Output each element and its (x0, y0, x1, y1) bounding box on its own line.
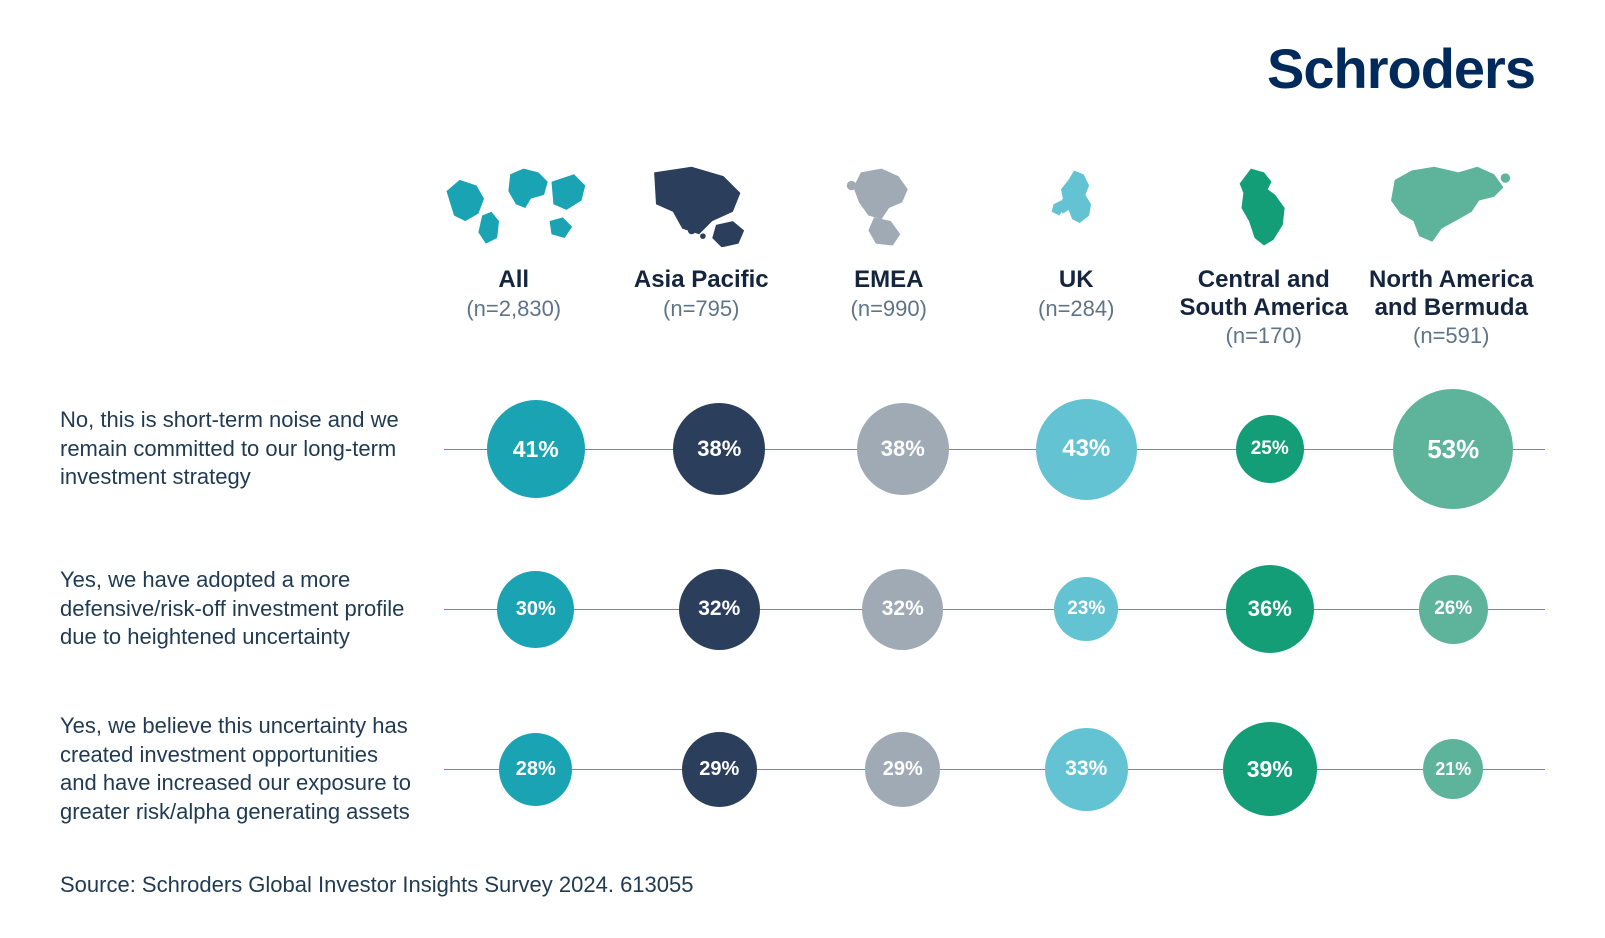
bubble-cell: 29% (811, 732, 995, 807)
column-header: Central andSouth America (n=170) (1170, 150, 1358, 349)
bubble: 25% (1236, 415, 1304, 483)
bubble-cell: 33% (995, 728, 1179, 811)
column-title: Central andSouth America (1176, 266, 1352, 321)
bubble: 33% (1045, 728, 1128, 811)
bubble-cell: 38% (628, 403, 812, 495)
map-icon (801, 150, 977, 260)
bubble-cell: 41% (444, 400, 628, 498)
bubble-cell: 28% (444, 733, 628, 806)
bubble-cell: 26% (1362, 575, 1546, 644)
bubble-cell: 43% (995, 399, 1179, 500)
map-icon (1364, 150, 1540, 260)
infographic-page: Schroders All (n=2,830) Asia Pacific (n=… (0, 0, 1605, 938)
data-row: Yes, we believe this uncertainty has cre… (60, 709, 1545, 829)
bubble-cell: 32% (628, 569, 812, 650)
brand-logo: Schroders (1267, 36, 1535, 101)
data-row: No, this is short-term noise and we rema… (60, 389, 1545, 509)
bubble-cell: 25% (1178, 415, 1362, 483)
map-icon (1176, 150, 1352, 260)
bubble-cell: 30% (444, 571, 628, 648)
data-row: Yes, we have adopted a more defensive/ri… (60, 549, 1545, 669)
column-sample-size: (n=2,830) (426, 296, 602, 322)
column-header-row: All (n=2,830) Asia Pacific (n=795) EMEA … (60, 150, 1545, 349)
bubble: 41% (487, 400, 585, 498)
column-sample-size: (n=284) (989, 296, 1165, 322)
source-text: Source: Schroders Global Investor Insigh… (60, 872, 693, 898)
bubble-row: 28% 29% 29% 33% 39% 21% (444, 709, 1545, 829)
bubble: 43% (1036, 399, 1137, 500)
bubble-cell: 23% (995, 577, 1179, 641)
column-header: Asia Pacific (n=795) (608, 150, 796, 322)
bubble-cell: 29% (628, 732, 812, 807)
column-header: All (n=2,830) (420, 150, 608, 322)
column-sample-size: (n=591) (1364, 323, 1540, 349)
bubble: 39% (1223, 722, 1317, 816)
bubble: 23% (1054, 577, 1118, 641)
column-sample-size: (n=170) (1176, 323, 1352, 349)
column-title: Asia Pacific (614, 266, 790, 294)
column-title: UK (989, 266, 1165, 294)
bubble: 32% (862, 569, 943, 650)
row-label: Yes, we have adopted a more defensive/ri… (60, 566, 444, 652)
bubble: 28% (499, 733, 572, 806)
row-label: No, this is short-term noise and we rema… (60, 406, 444, 492)
bubble-cell: 36% (1178, 565, 1362, 653)
column-sample-size: (n=990) (801, 296, 977, 322)
column-title: All (426, 266, 602, 294)
map-icon (614, 150, 790, 260)
bubble-cell: 38% (811, 403, 995, 495)
column-header: EMEA (n=990) (795, 150, 983, 322)
bubble: 38% (857, 403, 949, 495)
row-label: Yes, we believe this uncertainty has cre… (60, 712, 444, 826)
column-header: North Americaand Bermuda (n=591) (1358, 150, 1546, 349)
bubble: 38% (673, 403, 765, 495)
bubble: 30% (497, 571, 574, 648)
bubble: 21% (1423, 739, 1483, 799)
column-header: UK (n=284) (983, 150, 1171, 322)
column-title: EMEA (801, 266, 977, 294)
chart-grid: All (n=2,830) Asia Pacific (n=795) EMEA … (60, 150, 1545, 829)
map-icon (989, 150, 1165, 260)
bubble-cell: 53% (1362, 389, 1546, 509)
bubble-cell: 32% (811, 569, 995, 650)
bubble: 26% (1419, 575, 1488, 644)
bubble: 29% (682, 732, 757, 807)
bubble-cell: 39% (1178, 722, 1362, 816)
bubble: 29% (865, 732, 940, 807)
column-title: North Americaand Bermuda (1364, 266, 1540, 321)
column-sample-size: (n=795) (614, 296, 790, 322)
bubble: 36% (1226, 565, 1314, 653)
bubble: 32% (679, 569, 760, 650)
bubble: 53% (1393, 389, 1513, 509)
map-icon (426, 150, 602, 260)
bubble-cell: 21% (1362, 739, 1546, 799)
bubble-row: 30% 32% 32% 23% 36% 26% (444, 549, 1545, 669)
bubble-row: 41% 38% 38% 43% 25% 53% (444, 389, 1545, 509)
